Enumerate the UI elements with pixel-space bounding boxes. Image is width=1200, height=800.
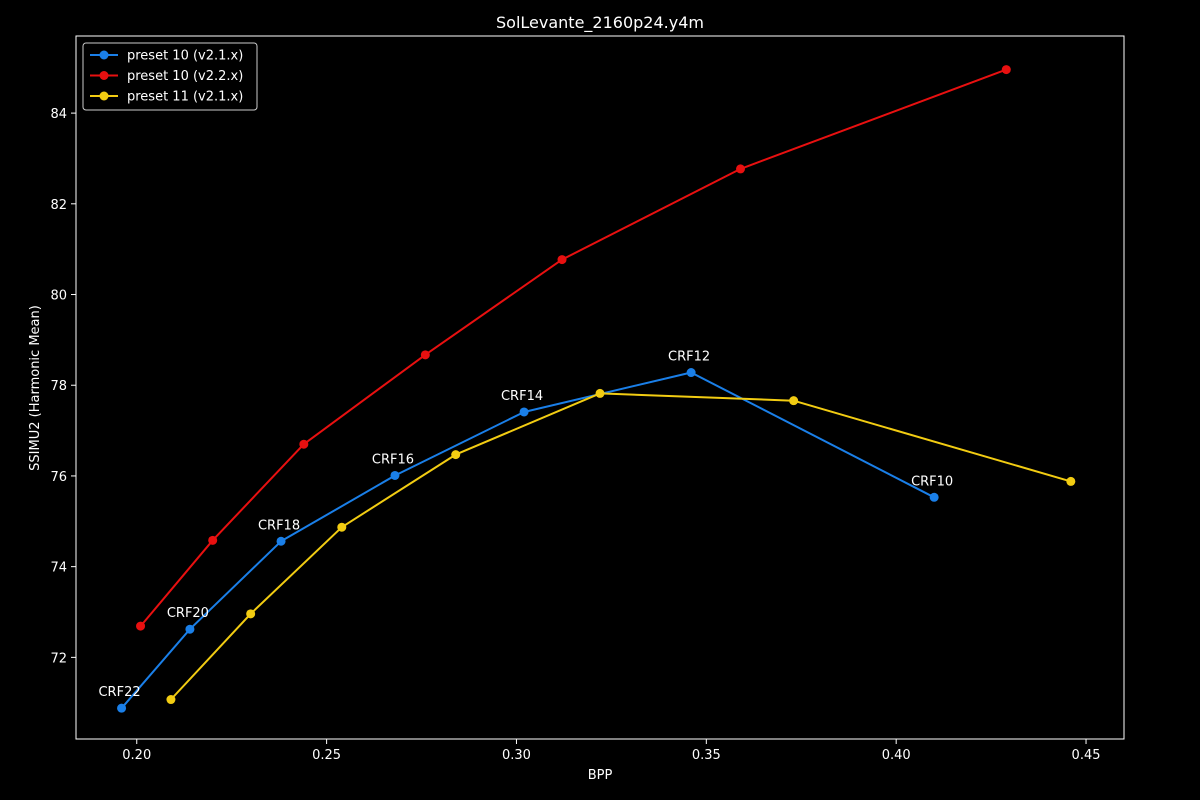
x-tick-label: 0.40: [882, 748, 911, 763]
crf-annotation: CRF16: [372, 452, 414, 467]
y-axis: 72 74 76 78 80 82 84: [50, 107, 76, 666]
crf-annotation: CRF10: [911, 474, 953, 489]
data-point: [117, 703, 127, 713]
data-point: [185, 624, 195, 634]
data-point: [299, 439, 309, 449]
legend-swatch-marker: [99, 91, 109, 101]
data-point: [735, 164, 745, 174]
data-point: [420, 350, 430, 360]
data-point: [337, 522, 347, 532]
y-tick-label: 72: [50, 651, 67, 666]
legend-label: preset 11 (v2.1.x): [127, 90, 243, 105]
data-point: [519, 407, 529, 417]
data-point: [246, 609, 256, 619]
crf-annotation: CRF14: [501, 389, 543, 404]
legend-box: [82, 42, 258, 111]
legend-item: preset 10 (v2.2.x): [90, 69, 243, 84]
crf-annotation: CRF20: [167, 606, 209, 621]
crf-annotation: CRF12: [668, 350, 710, 365]
x-tick-label: 0.20: [122, 748, 151, 763]
y-tick-label: 84: [50, 107, 67, 122]
chart-title: SolLevante_2160p24.y4m: [496, 13, 704, 33]
data-point: [208, 535, 218, 545]
legend-swatch-marker: [99, 50, 109, 60]
legend: preset 10 (v2.1.x) preset 10 (v2.2.x) pres…: [82, 42, 258, 111]
data-point: [136, 621, 146, 631]
x-tick-label: 0.45: [1072, 748, 1101, 763]
series-2: [136, 65, 1011, 631]
x-axis-label: BPP: [588, 768, 613, 783]
data-point: [166, 695, 176, 705]
series-3: [166, 388, 1076, 705]
x-axis: 0.20 0.25 0.30 0.35 0.40 0.45: [122, 739, 1101, 763]
y-tick-label: 76: [50, 470, 67, 485]
y-axis-label: SSIMU2 (Harmonic Mean): [28, 305, 43, 471]
data-point: [390, 470, 400, 480]
x-tick-label: 0.35: [692, 748, 721, 763]
legend-label: preset 10 (v2.2.x): [127, 69, 243, 84]
y-tick-label: 80: [50, 289, 67, 304]
data-point: [595, 388, 605, 398]
x-tick-label: 0.30: [502, 748, 531, 763]
plot-frame: [75, 35, 1125, 740]
legend-item: preset 10 (v2.1.x): [90, 49, 243, 64]
data-point: [929, 492, 939, 502]
data-point: [557, 255, 567, 265]
data-point: [276, 536, 286, 546]
y-tick-label: 82: [50, 198, 67, 213]
y-tick-label: 74: [50, 561, 67, 576]
data-point: [789, 396, 799, 406]
x-tick-label: 0.25: [312, 748, 341, 763]
data-point: [1001, 65, 1011, 75]
data-point: [1066, 476, 1076, 486]
legend-item: preset 11 (v2.1.x): [90, 90, 243, 105]
data-point: [451, 450, 461, 460]
legend-label: preset 10 (v2.1.x): [127, 49, 243, 64]
data-point: [686, 368, 696, 378]
series-1: [117, 368, 939, 713]
crf-annotation: CRF22: [98, 685, 140, 700]
y-tick-label: 78: [50, 379, 67, 394]
crf-annotation: CRF18: [258, 518, 300, 533]
plot-area: CRF22 CRF20 CRF18 CRF16 CRF14 CRF12 CRF10: [98, 65, 1076, 713]
legend-swatch-marker: [99, 71, 109, 80]
